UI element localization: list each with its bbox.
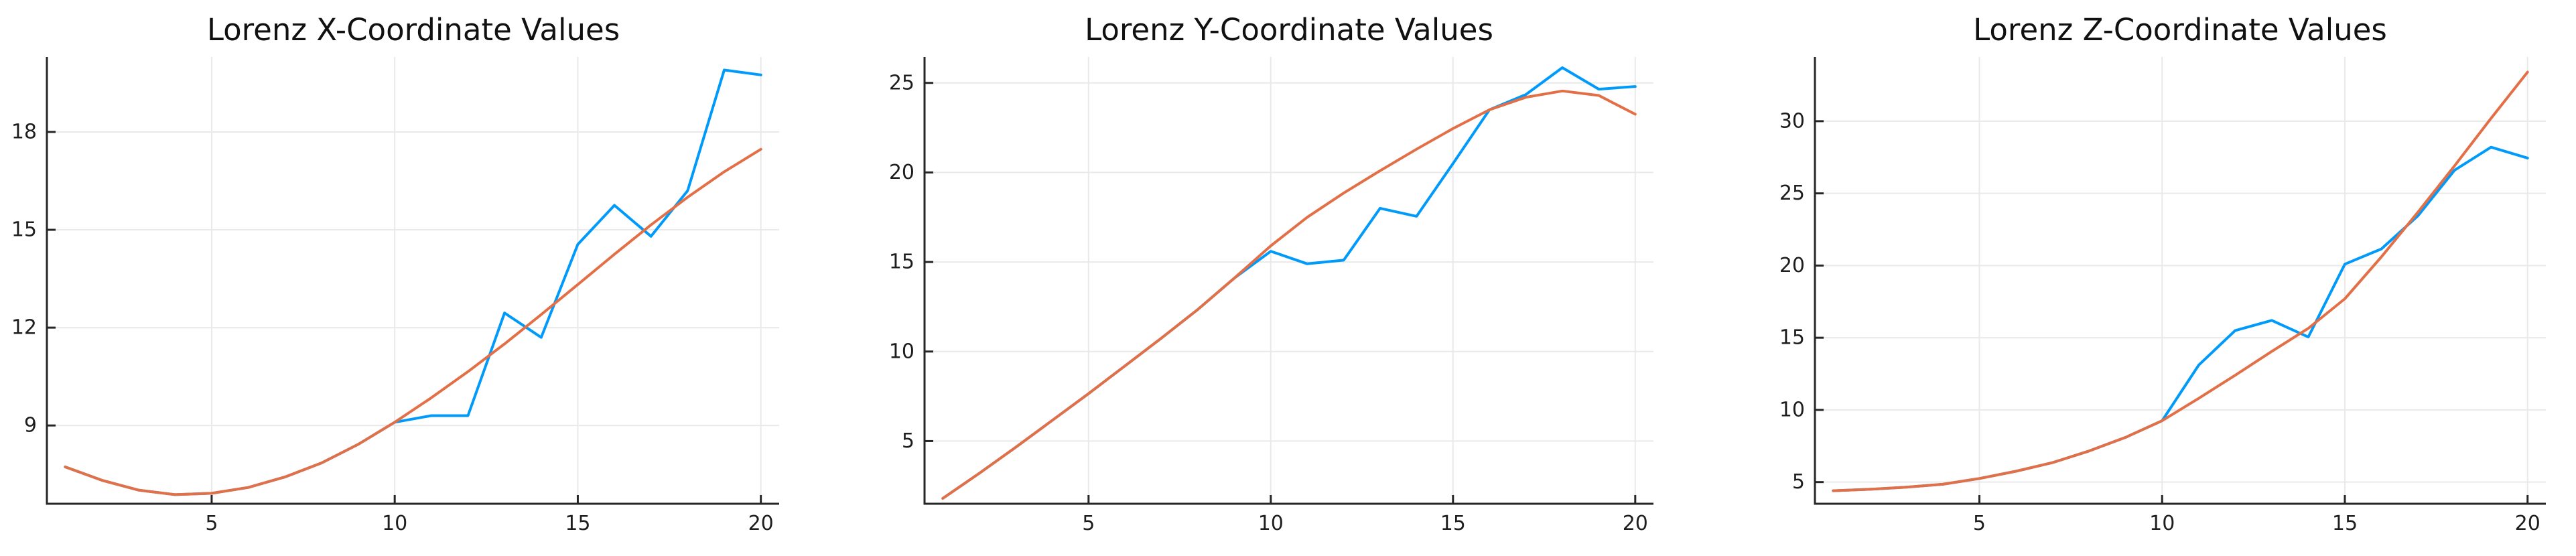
series-line-series-2-orange: [1832, 70, 2529, 492]
plot-area-lorenz-y: 5 10 15 20 25 5 10 15 20: [889, 57, 1653, 535]
y-tick-label: 12: [11, 316, 37, 340]
y-tick-label: 5: [902, 429, 914, 453]
x-tick-label: 5: [1973, 512, 1986, 535]
x-tick-label: 20: [2515, 512, 2540, 535]
subplot-lorenz-x: Lorenz X-Coordinate Values 9 12 15 18 5 10 15 2…: [0, 0, 859, 556]
x-tick-label: 20: [748, 512, 774, 535]
y-tick-label: 18: [11, 120, 37, 143]
chart-title: Lorenz X-Coordinate Values: [206, 12, 620, 48]
y-tick-label: 20: [889, 161, 914, 184]
x-tick-label: 10: [1258, 512, 1284, 535]
y-tick-label: 30: [1779, 109, 1805, 133]
series-line-series-2-orange: [64, 147, 762, 496]
series-line-series-1-blue: [1832, 145, 2529, 492]
x-tick-label: 15: [565, 512, 590, 535]
subplot-lorenz-y: Lorenz Y-Coordinate Values 5 10 15 20 25 5 10 1…: [859, 0, 1718, 556]
y-tick-label: 5: [1792, 470, 1805, 494]
y-tick-label: 10: [1779, 398, 1805, 421]
y-tick-label: 9: [24, 414, 37, 437]
series-line-series-2-orange: [941, 89, 1637, 500]
x-tick-label: 10: [382, 512, 407, 535]
series-line-series-1-blue: [64, 68, 762, 496]
x-tick-label: 20: [1623, 512, 1648, 535]
x-tick-label: 10: [2149, 512, 2175, 535]
x-tick-label: 15: [2332, 512, 2358, 535]
y-tick-label: 20: [1779, 254, 1805, 277]
y-tick-label: 10: [889, 340, 914, 363]
y-tick-label: 15: [11, 218, 37, 242]
y-tick-label: 15: [1779, 326, 1805, 350]
x-tick-label: 15: [1440, 512, 1466, 535]
subplot-lorenz-z: Lorenz Z-Coordinate Values 5 10 15 20 25 30 5 1…: [1717, 0, 2576, 556]
series-line-series-1-blue: [941, 66, 1637, 500]
chart-title: Lorenz Y-Coordinate Values: [1085, 12, 1493, 48]
y-tick-label: 25: [1779, 182, 1805, 205]
plot-area-lorenz-x: 9 12 15 18 5 10 15 20: [11, 57, 779, 535]
chart-title: Lorenz Z-Coordinate Values: [1973, 12, 2387, 48]
plot-area-lorenz-z: 5 10 15 20 25 30 5 10 15 20: [1779, 57, 2546, 535]
y-tick-label: 15: [889, 251, 914, 274]
x-tick-label: 5: [1082, 512, 1095, 535]
x-tick-label: 5: [205, 512, 218, 535]
y-tick-label: 25: [889, 71, 914, 94]
